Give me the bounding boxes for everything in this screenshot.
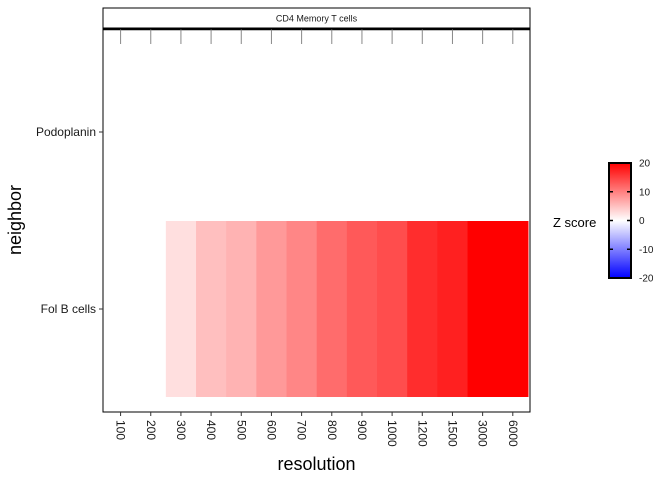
heatmap-cell [286, 221, 318, 397]
heatmap-cell [196, 221, 227, 397]
panel-border [102, 28, 531, 413]
legend-tick-label: 10 [639, 187, 651, 198]
x-tick-label: 700 [295, 420, 309, 440]
heatmap-cell [377, 221, 408, 397]
heatmap-cells [165, 221, 529, 397]
heatmap-cell [226, 221, 257, 397]
x-tick-label: 300 [174, 420, 188, 440]
heatmap-cell [467, 221, 499, 397]
y-axis-title: neighbor [5, 185, 25, 255]
x-tick-label: 1000 [385, 420, 399, 447]
x-tick-label: 900 [355, 420, 369, 440]
x-axis: 100 200 300 400 500 600 700 800 900 1000 1200 1500 3… [114, 412, 520, 447]
facet-label: CD4 Memory T cells [276, 14, 358, 24]
x-tick-label: 100 [114, 420, 128, 440]
heatmap-cell [437, 221, 469, 397]
heatmap-cell [316, 221, 348, 397]
legend-tick-label: 0 [639, 216, 645, 227]
heatmap-cell [407, 221, 438, 397]
heatmap-cell [165, 221, 197, 397]
x-tick-label: 1200 [415, 420, 429, 447]
legend-title: Z score [553, 215, 596, 230]
legend-tick-label: -20 [639, 274, 654, 285]
y-axis: Podoplanin Fol B cells [36, 125, 103, 316]
heatmap-cell [256, 221, 288, 397]
legend-ticks: 20 10 0 -10 -20 [609, 159, 654, 285]
x-tick-label: 400 [204, 420, 218, 440]
heatmap-cell [346, 221, 378, 397]
x-tick-label: 1500 [445, 420, 459, 447]
y-tick-label: Podoplanin [36, 125, 96, 139]
x-tick-label: 500 [234, 420, 248, 440]
legend: Z score 20 10 0 -10 -20 [553, 159, 654, 285]
y-tick-label: Fol B cells [41, 302, 96, 316]
legend-tick-label: 20 [639, 159, 651, 170]
top-tick-marks [120, 29, 514, 44]
x-tick-label: 6000 [506, 420, 520, 447]
x-axis-title: resolution [277, 454, 355, 474]
heatmap-cell [497, 221, 529, 397]
x-tick-label: 3000 [476, 420, 490, 447]
x-tick-label: 600 [264, 420, 278, 440]
x-tick-label: 800 [325, 420, 339, 440]
legend-tick-label: -10 [639, 245, 654, 256]
x-tick-label: 200 [144, 420, 158, 440]
